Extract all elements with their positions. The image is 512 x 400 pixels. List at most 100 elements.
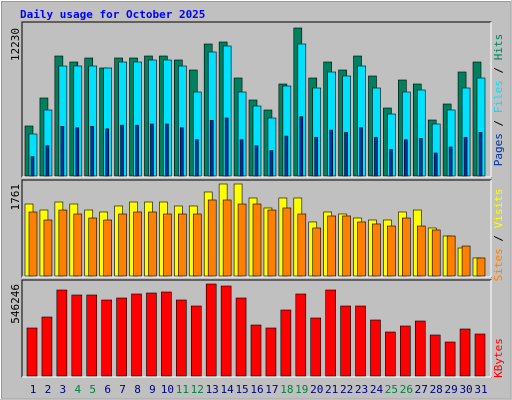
- bar: [372, 223, 381, 277]
- bar: [26, 327, 38, 377]
- bar: [327, 215, 336, 277]
- legend: Sites / Visits: [492, 189, 505, 282]
- x-tick-label: 14: [221, 383, 235, 396]
- bar: [282, 207, 292, 277]
- bar: [400, 325, 411, 377]
- bar: [207, 199, 217, 277]
- x-tick-label: 21: [325, 383, 338, 396]
- bar: [299, 116, 304, 177]
- bar: [163, 213, 172, 277]
- bar: [416, 225, 426, 277]
- x-tick-label: 20: [310, 383, 323, 396]
- legend-separator: /: [492, 228, 505, 248]
- x-tick-label: 3: [60, 383, 67, 396]
- bar: [165, 123, 169, 177]
- legend-separator: /: [492, 113, 505, 133]
- x-tick-label: 29: [445, 383, 458, 396]
- legend-entry: Sites: [492, 248, 505, 281]
- bar: [224, 117, 229, 177]
- y-tick-label: 546246: [9, 284, 22, 324]
- bar: [284, 135, 289, 177]
- bar: [340, 305, 351, 377]
- bar: [178, 213, 187, 277]
- bar: [60, 126, 65, 177]
- bar: [414, 320, 426, 377]
- x-tick-label: 30: [459, 383, 472, 396]
- x-tick-label: 23: [355, 383, 368, 396]
- legend-separator: /: [492, 60, 505, 80]
- bar: [404, 139, 408, 177]
- bar: [297, 213, 307, 277]
- x-tick-label: 5: [89, 383, 96, 396]
- bar: [86, 294, 98, 377]
- legend: KBytes: [492, 338, 505, 378]
- x-tick-label: 13: [206, 383, 219, 396]
- bar: [433, 152, 438, 177]
- x-tick-label: 25: [385, 383, 398, 396]
- bar: [105, 128, 109, 177]
- bar: [478, 132, 483, 177]
- bar: [252, 203, 262, 277]
- bar: [194, 139, 199, 177]
- y-tick-label: 12230: [9, 28, 22, 61]
- bar: [58, 209, 68, 277]
- legend-entry: Visits: [492, 189, 505, 229]
- legend-entry: KBytes: [492, 338, 505, 378]
- bar: [429, 334, 441, 377]
- x-tick-label: 2: [45, 383, 52, 396]
- x-tick-label: 22: [340, 383, 353, 396]
- legend-entry: Hits: [492, 34, 505, 61]
- bar: [28, 211, 38, 277]
- bar: [446, 235, 456, 277]
- bar: [30, 156, 35, 177]
- bar: [150, 123, 154, 177]
- x-tick-label: 15: [235, 383, 248, 396]
- bar: [146, 292, 157, 377]
- bar: [209, 120, 214, 177]
- bar: [192, 213, 202, 277]
- bar: [325, 289, 336, 377]
- bar: [71, 294, 83, 377]
- bar: [314, 136, 319, 177]
- bar: [402, 217, 411, 277]
- bar: [269, 150, 274, 177]
- x-tick-label: 28: [430, 383, 443, 396]
- bar: [359, 127, 363, 177]
- bar: [444, 341, 456, 377]
- bar: [75, 127, 80, 177]
- bar: [176, 299, 187, 377]
- bar: [41, 316, 53, 377]
- bar: [131, 293, 142, 377]
- bar: [56, 289, 68, 377]
- bar: [329, 129, 333, 177]
- bar: [463, 136, 468, 177]
- bar: [190, 305, 202, 377]
- x-tick-label: 12: [191, 383, 204, 396]
- bar: [239, 139, 244, 177]
- x-tick-label: 24: [370, 383, 384, 396]
- bar: [180, 127, 184, 177]
- bar: [73, 213, 83, 277]
- bar: [88, 217, 98, 277]
- x-tick-label: 27: [415, 383, 428, 396]
- bar: [265, 327, 277, 377]
- bar: [118, 213, 127, 277]
- bar: [220, 285, 232, 377]
- bar: [355, 305, 366, 377]
- bar: [418, 138, 423, 177]
- legend-entry: Files: [492, 80, 505, 113]
- x-tick-label: 19: [295, 383, 308, 396]
- bar: [344, 132, 348, 177]
- bar: [148, 211, 157, 277]
- x-tick-label: 18: [280, 383, 293, 396]
- x-tick-label: 7: [119, 383, 126, 396]
- chart-title: Daily usage for October 2025: [20, 8, 205, 21]
- bar: [461, 245, 471, 277]
- x-tick-label: 31: [474, 383, 487, 396]
- legend: Pages / Files / Hits: [492, 34, 505, 167]
- x-tick-label: 6: [104, 383, 111, 396]
- bar: [389, 149, 393, 177]
- bar: [448, 146, 453, 177]
- bar: [312, 227, 322, 277]
